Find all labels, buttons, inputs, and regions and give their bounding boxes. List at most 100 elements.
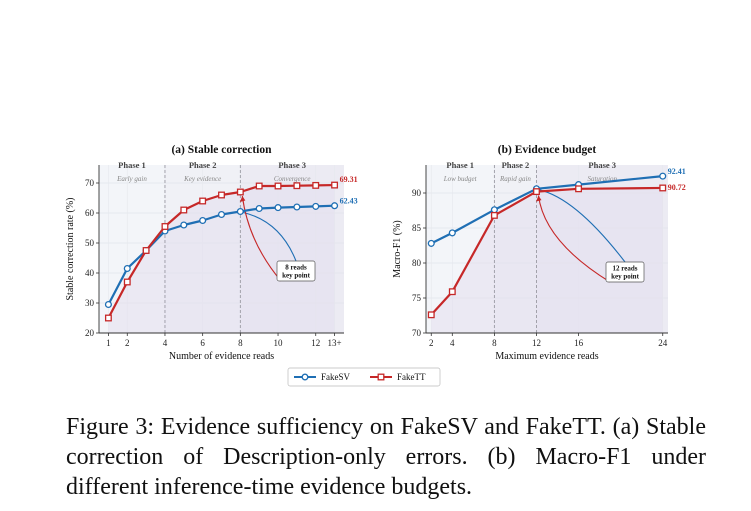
y-tick-label: 90 [412, 188, 422, 198]
chart-title: (b) Evidence budget [498, 144, 597, 156]
data-point [236, 207, 244, 216]
legend-label: FakeSV [321, 372, 351, 382]
y-tick-label: 70 [412, 328, 422, 338]
data-point [448, 229, 456, 237]
area-fill [431, 187, 663, 333]
data-point [427, 239, 435, 247]
phase-subtitle: Rapid gain [499, 175, 531, 183]
y-axis-label: Macro-F1 (%) [392, 220, 403, 277]
data-point [104, 300, 112, 309]
x-tick-label: 1 [106, 338, 111, 348]
phase-label: Phase 2 [189, 160, 217, 170]
x-tick-label: 24 [658, 338, 668, 348]
data-point [161, 223, 169, 230]
end-value-label: 92.41 [668, 167, 686, 176]
x-tick-label: 2 [125, 338, 130, 348]
data-point [533, 188, 540, 196]
data-point [199, 216, 207, 225]
x-tick-label: 10 [274, 338, 284, 348]
data-point [293, 182, 301, 190]
y-tick-label: 50 [85, 238, 95, 248]
annotation-arrow [243, 211, 297, 262]
data-point [255, 204, 263, 213]
annotation-arrowhead [239, 196, 246, 202]
series-line-fakesv [430, 175, 663, 245]
x-tick-label: 8 [492, 338, 497, 348]
legend-marker [377, 373, 385, 381]
end-value-label: 69.31 [340, 175, 358, 184]
data-point [427, 311, 435, 319]
data-point [312, 181, 320, 189]
data-point [123, 264, 131, 273]
data-point [293, 203, 301, 211]
legend-box [287, 367, 441, 387]
data-point [104, 314, 112, 322]
data-point [274, 182, 282, 190]
data-point [123, 278, 131, 286]
data-point [490, 211, 498, 219]
phase-subtitle: Convergence [274, 175, 311, 183]
y-tick-label: 85 [412, 223, 422, 233]
chart-stable-correction: Phase 1 Early gain Phase 2 Key evidence Phas… [65, 144, 358, 362]
chart-evidence-budget: Phase 1 Low budget Phase 2 Rapid gain Phase … [392, 144, 686, 362]
y-tick-label: 80 [412, 258, 422, 268]
data-point [217, 210, 226, 219]
annotation-arrow [539, 189, 626, 263]
series-line-fakett [430, 186, 663, 316]
y-tick-label: 40 [85, 268, 95, 278]
x-tick-label: 16 [574, 338, 584, 348]
y-tick-label: 70 [85, 178, 95, 188]
data-point [659, 172, 667, 180]
x-tick-label: 6 [200, 338, 205, 348]
phase-subtitle: Low budget [443, 175, 478, 183]
data-point [180, 206, 188, 214]
annotation-box [276, 260, 316, 282]
chart-title: (a) Stable correction [171, 144, 272, 156]
x-tick-label: 4 [450, 338, 455, 348]
x-axis-label: Maximum evidence reads [495, 351, 598, 362]
legend: FakeSV FakeTT [287, 367, 441, 387]
data-point [331, 202, 339, 210]
y-axis-label: Stable correction rate (%) [65, 197, 76, 300]
data-point [236, 188, 244, 196]
x-tick-label: 13+ [328, 338, 342, 348]
end-value-label: 62.43 [340, 197, 358, 206]
data-point [312, 202, 320, 210]
annotation-text: key point [611, 273, 639, 281]
annotation-arrowhead [535, 195, 542, 202]
phase-label: Phase 3 [588, 160, 616, 170]
caption-label: Figure 3: [66, 414, 155, 440]
legend-label: FakeTT [397, 372, 426, 382]
x-tick-label: 2 [429, 338, 434, 348]
phase-subtitle: Early gain [116, 175, 147, 183]
phase-subtitle: Saturation [587, 175, 617, 183]
y-tick-label: 30 [85, 298, 95, 308]
legend-marker [301, 373, 309, 381]
data-point [575, 185, 583, 193]
x-axis-label: Number of evidence reads [169, 351, 274, 362]
x-tick-label: 4 [163, 338, 168, 348]
phase-label: Phase 1 [446, 160, 474, 170]
data-point [659, 184, 667, 192]
phase-subtitle: Key evidence [183, 175, 221, 183]
phase-label: Phase 1 [118, 160, 146, 170]
data-point [448, 288, 456, 296]
data-point [199, 197, 207, 205]
x-tick-label: 8 [238, 338, 243, 348]
phase-label: Phase 3 [278, 160, 306, 170]
annotation-text: 12 reads [613, 265, 638, 273]
data-point [274, 204, 282, 212]
y-tick-label: 75 [412, 293, 422, 303]
data-point [142, 247, 150, 254]
y-tick-label: 20 [85, 328, 95, 338]
annotation-text: 8 reads [285, 264, 307, 272]
data-point [331, 181, 339, 189]
x-tick-label: 12 [532, 338, 541, 348]
data-point [218, 191, 225, 199]
figure-caption: Figure 3: Evidence sufficiency on FakeSV… [66, 412, 706, 502]
y-tick-label: 60 [85, 208, 95, 218]
annotation-arrow [241, 195, 282, 282]
data-point [180, 221, 188, 229]
annotation-text: key point [282, 272, 310, 280]
